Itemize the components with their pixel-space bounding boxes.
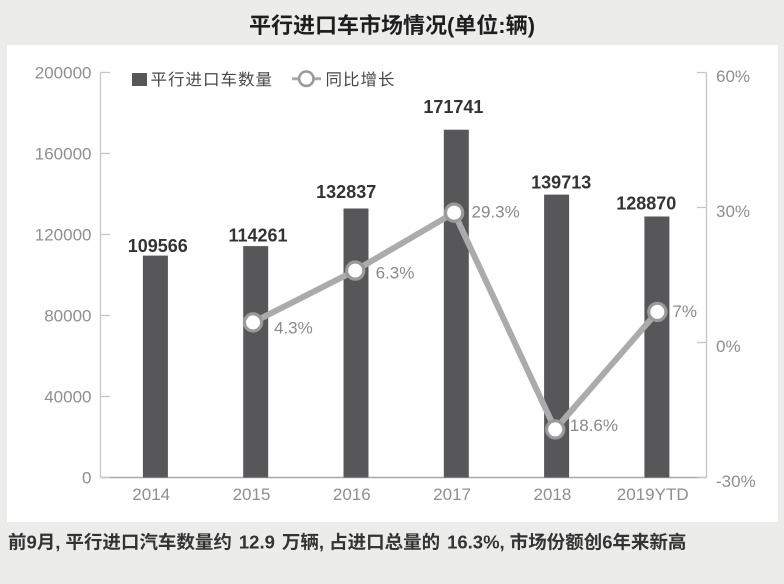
svg-text:2016: 2016 xyxy=(333,485,371,504)
svg-text:114261: 114261 xyxy=(228,226,287,246)
svg-text:6.3%: 6.3% xyxy=(376,264,415,283)
svg-text:80000: 80000 xyxy=(44,307,91,326)
svg-text::: : xyxy=(498,13,505,38)
svg-text:0: 0 xyxy=(82,469,91,488)
svg-text:60%: 60% xyxy=(716,67,750,86)
svg-text:7%: 7% xyxy=(672,302,697,321)
svg-text:120000: 120000 xyxy=(35,226,92,245)
svg-text:4.3%: 4.3% xyxy=(274,319,313,338)
svg-text:2018: 2018 xyxy=(533,485,571,504)
svg-text:2019YTD: 2019YTD xyxy=(617,485,689,504)
svg-text:40000: 40000 xyxy=(44,388,91,407)
svg-text:,: , xyxy=(319,532,324,553)
svg-text:16.3%: 16.3% xyxy=(447,532,499,553)
svg-text:,: , xyxy=(500,532,505,553)
svg-text:-30%: -30% xyxy=(716,472,756,491)
svg-text:): ) xyxy=(528,13,535,38)
svg-text:(: ( xyxy=(447,13,455,38)
svg-text:,: , xyxy=(55,532,60,553)
svg-text:0%: 0% xyxy=(716,337,741,356)
svg-text:139713: 139713 xyxy=(531,173,591,193)
svg-text:2014: 2014 xyxy=(132,485,170,504)
svg-text:2015: 2015 xyxy=(233,485,271,504)
svg-text:9: 9 xyxy=(27,532,37,553)
svg-text:2017: 2017 xyxy=(433,485,471,504)
svg-text:30%: 30% xyxy=(716,202,750,221)
svg-text:200000: 200000 xyxy=(35,64,92,83)
svg-text:109566: 109566 xyxy=(128,236,188,256)
svg-text:132837: 132837 xyxy=(316,182,376,202)
svg-text:12.9: 12.9 xyxy=(239,532,275,553)
svg-text:6: 6 xyxy=(602,532,612,553)
svg-text:160000: 160000 xyxy=(35,145,92,164)
svg-text:128870: 128870 xyxy=(616,193,676,213)
svg-text:29.3%: 29.3% xyxy=(472,203,520,222)
svg-text:18.6%: 18.6% xyxy=(570,416,618,435)
svg-text:171741: 171741 xyxy=(423,97,483,117)
